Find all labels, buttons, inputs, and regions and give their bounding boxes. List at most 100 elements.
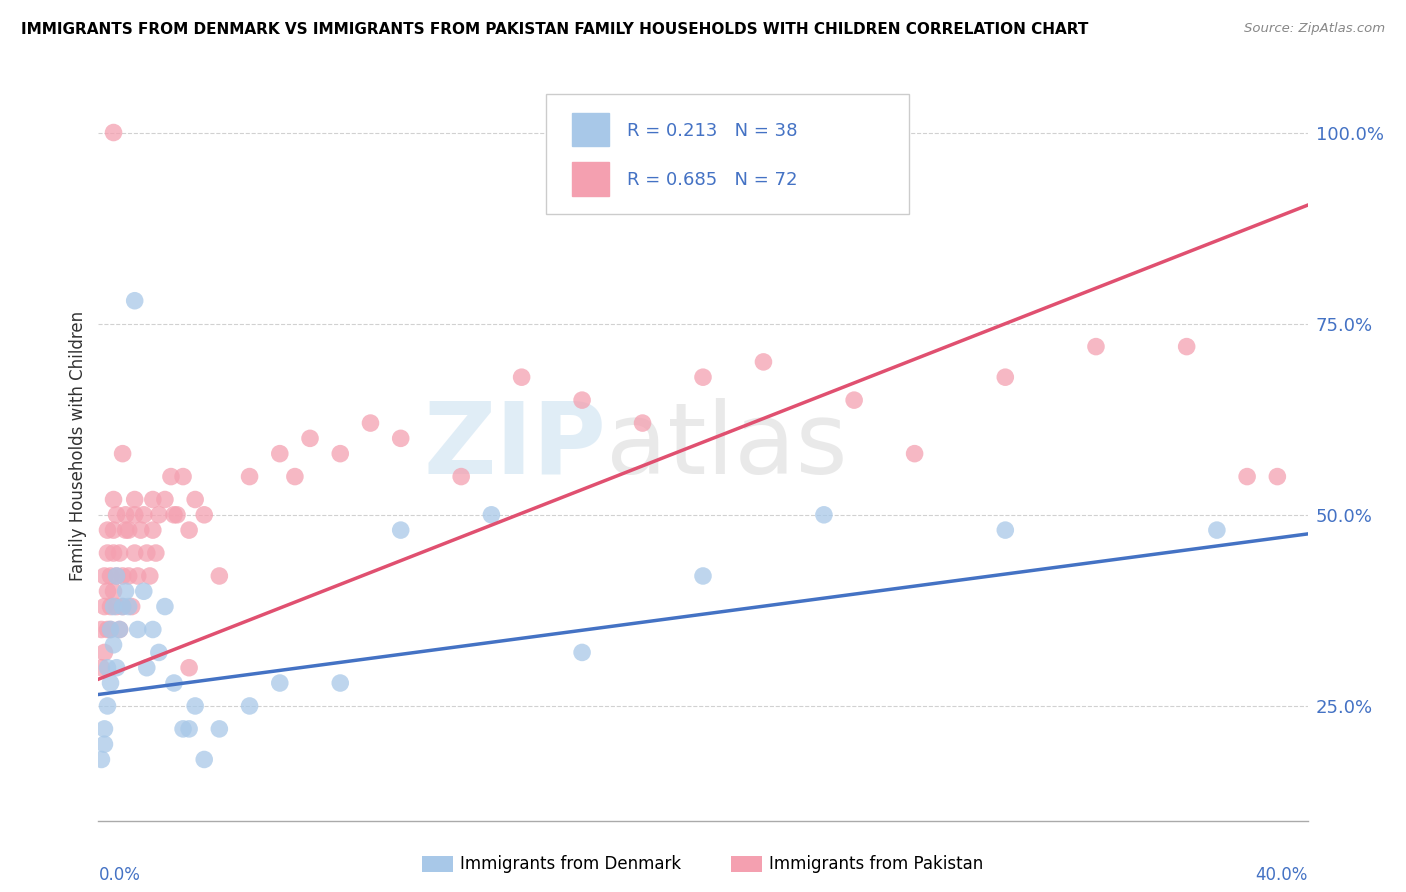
- Bar: [572, 112, 609, 146]
- Point: [184, 492, 207, 507]
- Point: [108, 623, 131, 637]
- Point: [160, 469, 183, 483]
- Point: [103, 638, 125, 652]
- Text: R = 0.685   N = 72: R = 0.685 N = 72: [627, 171, 797, 189]
- Point: [105, 661, 128, 675]
- Point: [108, 623, 131, 637]
- Point: [100, 623, 122, 637]
- Y-axis label: Family Households with Children: Family Households with Children: [69, 311, 87, 581]
- Point: [111, 569, 134, 583]
- Point: [103, 546, 125, 560]
- Point: [153, 492, 176, 507]
- Point: [360, 416, 382, 430]
- Point: [166, 508, 188, 522]
- Point: [752, 355, 775, 369]
- Point: [329, 676, 352, 690]
- Point: [100, 623, 122, 637]
- Point: [118, 569, 141, 583]
- Point: [142, 492, 165, 507]
- Point: [184, 698, 207, 713]
- Point: [172, 469, 194, 483]
- Point: [239, 469, 262, 483]
- Point: [129, 523, 152, 537]
- Point: [111, 447, 134, 461]
- Point: [90, 752, 112, 766]
- Point: [994, 523, 1017, 537]
- Point: [93, 737, 115, 751]
- Point: [100, 599, 122, 614]
- Point: [90, 661, 112, 675]
- Point: [114, 584, 136, 599]
- Point: [127, 623, 149, 637]
- Text: atlas: atlas: [606, 398, 848, 494]
- Point: [284, 469, 307, 483]
- Point: [124, 508, 146, 522]
- Point: [103, 492, 125, 507]
- Point: [389, 523, 412, 537]
- Point: [844, 393, 866, 408]
- Point: [93, 569, 115, 583]
- Point: [481, 508, 503, 522]
- Point: [124, 293, 146, 308]
- Point: [118, 523, 141, 537]
- Point: [329, 447, 352, 461]
- Point: [145, 546, 167, 560]
- Text: R = 0.213   N = 38: R = 0.213 N = 38: [627, 121, 797, 140]
- Point: [93, 722, 115, 736]
- Point: [269, 676, 291, 690]
- Point: [135, 661, 157, 675]
- Point: [103, 126, 125, 140]
- Point: [172, 722, 194, 736]
- Point: [124, 546, 146, 560]
- Point: [142, 623, 165, 637]
- Point: [142, 523, 165, 537]
- Point: [193, 508, 215, 522]
- Point: [692, 370, 714, 384]
- Point: [179, 523, 201, 537]
- Point: [1206, 523, 1229, 537]
- Point: [813, 508, 835, 522]
- Point: [179, 661, 201, 675]
- Point: [179, 722, 201, 736]
- FancyBboxPatch shape: [546, 94, 908, 214]
- Point: [118, 599, 141, 614]
- Point: [111, 599, 134, 614]
- Point: [121, 599, 143, 614]
- Point: [114, 523, 136, 537]
- Point: [111, 599, 134, 614]
- Point: [127, 569, 149, 583]
- Point: [208, 722, 231, 736]
- Point: [132, 508, 155, 522]
- Point: [299, 431, 322, 445]
- Point: [103, 584, 125, 599]
- Point: [148, 508, 170, 522]
- Point: [105, 508, 128, 522]
- Point: [208, 569, 231, 583]
- Text: Source: ZipAtlas.com: Source: ZipAtlas.com: [1244, 22, 1385, 36]
- Point: [269, 447, 291, 461]
- Text: ZIP: ZIP: [423, 398, 606, 494]
- Point: [193, 752, 215, 766]
- Point: [108, 546, 131, 560]
- Point: [96, 623, 118, 637]
- Point: [96, 661, 118, 675]
- Bar: [572, 162, 609, 195]
- Point: [100, 676, 122, 690]
- Point: [100, 569, 122, 583]
- Point: [105, 569, 128, 583]
- Point: [631, 416, 654, 430]
- Text: Immigrants from Pakistan: Immigrants from Pakistan: [769, 855, 983, 873]
- Point: [239, 698, 262, 713]
- Point: [163, 676, 186, 690]
- Point: [571, 645, 593, 659]
- Point: [96, 584, 118, 599]
- Point: [96, 523, 118, 537]
- Point: [93, 599, 115, 614]
- Point: [153, 599, 176, 614]
- Point: [124, 492, 146, 507]
- Point: [571, 393, 593, 408]
- Text: IMMIGRANTS FROM DENMARK VS IMMIGRANTS FROM PAKISTAN FAMILY HOUSEHOLDS WITH CHILD: IMMIGRANTS FROM DENMARK VS IMMIGRANTS FR…: [21, 22, 1088, 37]
- Point: [103, 523, 125, 537]
- Point: [103, 599, 125, 614]
- Text: 40.0%: 40.0%: [1256, 865, 1308, 884]
